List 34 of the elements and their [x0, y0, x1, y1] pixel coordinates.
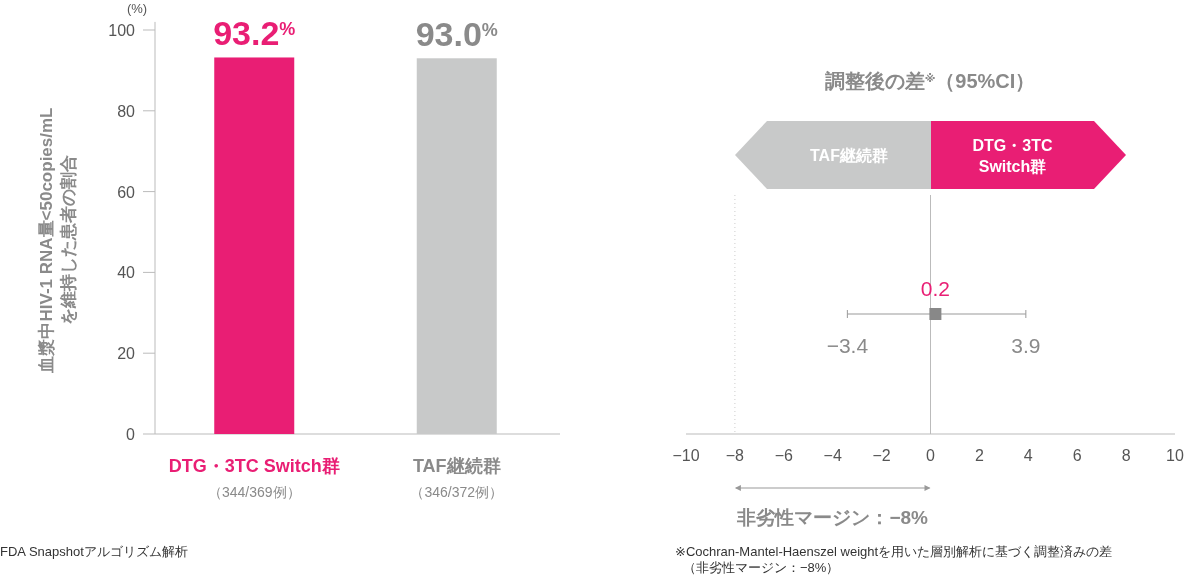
text: FDA Snapshotアルゴリズム解析	[0, 544, 188, 559]
x-tick-label: 4	[1023, 447, 1033, 464]
y-tick-label: 80	[117, 102, 136, 120]
text: 非劣性マージン：−8%	[736, 507, 929, 528]
text: （非劣性マージン：−8%）	[683, 560, 840, 575]
x-tick-label: −10	[672, 447, 700, 464]
x-tick-label: −6	[774, 447, 794, 464]
text: （344/369例）	[207, 484, 301, 500]
annotation: 3.9	[1011, 334, 1041, 357]
x-tick-label: DTG・3TC Switch群	[168, 456, 340, 476]
x-tick-label: 2	[974, 447, 984, 464]
y-tick-label: 100	[108, 22, 136, 39]
x-tick-label: 8	[1121, 447, 1131, 464]
data-label: 0.2	[920, 277, 950, 300]
text: (%)	[126, 1, 148, 16]
x-tick-label: −2	[872, 447, 891, 464]
annotation: −3.4	[826, 334, 869, 357]
text: （346/372例）	[410, 484, 504, 500]
text: DTG・3TC Switch群	[972, 137, 1053, 175]
x-tick-label: −4	[823, 447, 842, 464]
y-tick-label: 60	[117, 183, 136, 201]
y-tick-label: 0	[126, 426, 136, 443]
data-label: 93.2$^{%}$	[213, 14, 296, 53]
x-tick-label: 0	[926, 447, 936, 464]
x-tick-label: 6	[1072, 447, 1082, 464]
data-label: 93.0$^{%}$	[415, 15, 498, 54]
y-tick-label: 40	[117, 264, 136, 282]
x-tick-label: −8	[725, 447, 745, 464]
x-tick-label: 10	[1166, 447, 1184, 464]
x-tick-label: TAF継続群	[412, 456, 501, 476]
y-axis-title: 血漿中HIV-1 RNA量<50copies/mL を維持した患者の割合	[37, 107, 78, 374]
chart-title: 調整後の差$^{※}$（95%CI）	[824, 70, 1036, 92]
y-tick-label: 20	[117, 345, 136, 363]
text: ※Cochran-Mantel-Haenszel weightを用いた層別解析に基づく調整済みの差	[675, 544, 1113, 559]
